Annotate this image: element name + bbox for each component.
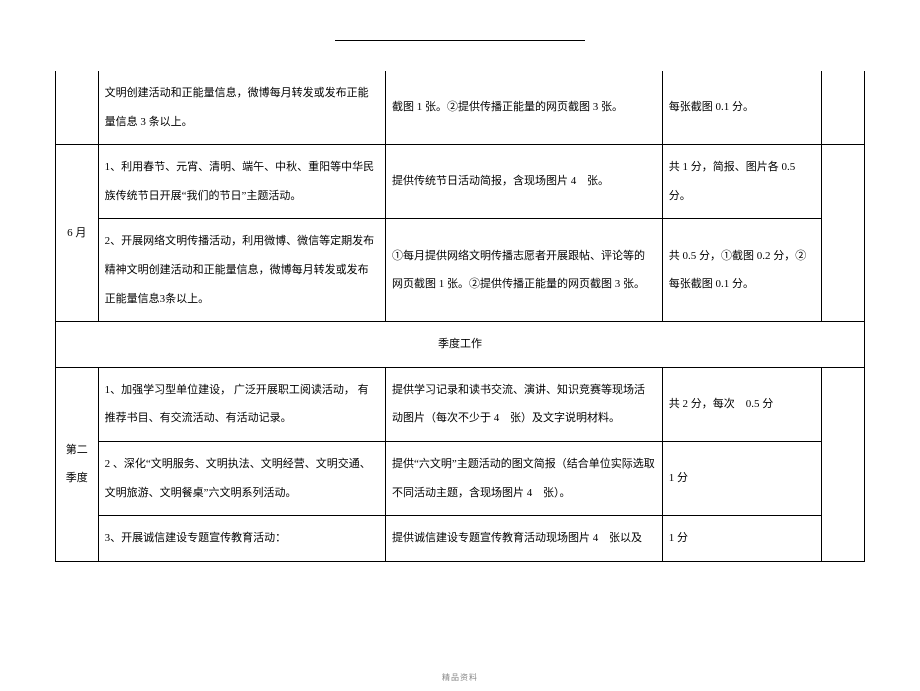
top-rule [335,40,585,41]
text: ①每月提供网络文明传播志愿者开展跟帖、评论等的网页截图 1 张。②提供传播正能量… [392,250,645,291]
text: 提供“六文明”主题活动的图文简报（结合单位实际选取不同活动主题，含现场图片 [392,458,655,499]
number: 4 [593,524,607,553]
text: 张。 [587,175,609,187]
text: 每张截图 0.1 分。 [669,101,754,113]
text: 截图 1 张。②提供传播正能量的网页截图 3 张。 [392,101,623,113]
table-row: 3、开展诚信建设专题宣传教育活动： 提供诚信建设专题宣传教育活动现场图片 4 张… [56,516,865,562]
text: 2 、深化“文明服务、文明执法、文明经营、文明交通、文明旅游、文明餐桌”六文明系… [105,458,371,499]
cell-evidence: 提供“六文明”主题活动的图文简报（结合单位实际选取不同活动主题，含现场图片 4 … [385,441,662,515]
text: 精品资料 [442,673,478,682]
cell-score: 共 0.5 分，①截图 0.2 分，②每张截图 0.1 分。 [662,219,822,322]
cell-evidence: ①每月提供网络文明传播志愿者开展跟帖、评论等的网页截图 1 张。②提供传播正能量… [385,219,662,322]
cell-task: 文明创建活动和正能量信息，微博每月转发或发布正能量信息 3 条以上。 [98,71,385,145]
cell-remark [822,145,865,322]
number: 4 [571,167,585,196]
text: 共 1 分，简报、图片各 0.5 分。 [669,161,796,202]
cell-task: 2 、深化“文明服务、文明执法、文明经营、文明交通、文明旅游、文明餐桌”六文明系… [98,441,385,515]
cell-remark [822,367,865,561]
cell-evidence: 截图 1 张。②提供传播正能量的网页截图 3 张。 [385,71,662,145]
cell-task: 2、开展网络文明传播活动，利用微博、微信等定期发布精神文明创建活动和正能量信息，… [98,219,385,322]
number: 4 [527,479,541,508]
document-page: 文明创建活动和正能量信息，微博每月转发或发布正能量信息 3 条以上。 截图 1 … [0,40,920,562]
cell-score: 1 分 [662,516,822,562]
cell-evidence: 提供诚信建设专题宣传教育活动现场图片 4 张以及 [385,516,662,562]
text: 2、开展网络文明传播活动，利用微博、微信等定期发布精神文明创建活动和正能量信息，… [105,235,375,304]
text: 1、加强学习型单位建设， [105,384,232,396]
text: 文明创建活动和正能量信息，微博每月转发或发布正能量信息 3 条以上。 [105,87,369,128]
table-row: 第二季度 1、加强学习型单位建设， 广泛开展职工阅读活动， 有推荐书目、有交流活… [56,367,865,441]
text: 1、利用春节、元宵、清明、端午、中秋、重阳等中华民族传统节日开展“我们的节日”主… [105,161,375,202]
text: 1 分 [669,532,688,544]
text: 提供传统节日活动简报，含现场图片 [392,175,568,187]
cell-quarter: 第二季度 [56,367,99,561]
number: 4 [494,404,508,433]
cell-task: 3、开展诚信建设专题宣传教育活动： [98,516,385,562]
text: 张以及 [609,532,642,544]
text: 共 0.5 分，①截图 0.2 分，②每张截图 0.1 分。 [669,250,807,291]
cell-remark [822,71,865,145]
cell-score: 每张截图 0.1 分。 [662,71,822,145]
text: 张）及文字说明材料。 [510,412,620,424]
text: 共 2 分，每次 0.5 分 [669,398,774,410]
text: 第二季度 [66,444,88,485]
text: 3、开展诚信建设专题宣传教育活动： [105,532,287,544]
main-table: 文明创建活动和正能量信息，微博每月转发或发布正能量信息 3 条以上。 截图 1 … [55,71,865,562]
cell-task: 1、加强学习型单位建设， 广泛开展职工阅读活动， 有推荐书目、有交流活动、有活动… [98,367,385,441]
cell-score: 1 分 [662,441,822,515]
section-header-row: 季度工作 [56,322,865,368]
cell-evidence: 提供传统节日活动简报，含现场图片 4 张。 [385,145,662,219]
text: 1 分 [669,472,688,484]
text: 张）。 [543,487,571,499]
text: 6 月 [67,227,86,239]
cell-task: 1、利用春节、元宵、清明、端午、中秋、重阳等中华民族传统节日开展“我们的节日”主… [98,145,385,219]
text: 提供诚信建设专题宣传教育活动现场图片 [392,532,590,544]
cell-month: 6 月 [56,145,99,322]
table-row: 2、开展网络文明传播活动，利用微博、微信等定期发布精神文明创建活动和正能量信息，… [56,219,865,322]
section-header-cell: 季度工作 [56,322,865,368]
cell-evidence: 提供学习记录和读书交流、演讲、知识竞赛等现场活动图片（每次不少于 4 张）及文字… [385,367,662,441]
footer-text: 精品资料 [0,672,920,683]
cell-month [56,71,99,145]
table-row: 2 、深化“文明服务、文明执法、文明经营、文明交通、文明旅游、文明餐桌”六文明系… [56,441,865,515]
text: 广泛开展职工阅读活动， [234,384,355,396]
cell-score: 共 1 分，简报、图片各 0.5 分。 [662,145,822,219]
table-row: 6 月 1、利用春节、元宵、清明、端午、中秋、重阳等中华民族传统节日开展“我们的… [56,145,865,219]
cell-score: 共 2 分，每次 0.5 分 [662,367,822,441]
text: 季度工作 [438,338,482,350]
table-row: 文明创建活动和正能量信息，微博每月转发或发布正能量信息 3 条以上。 截图 1 … [56,71,865,145]
